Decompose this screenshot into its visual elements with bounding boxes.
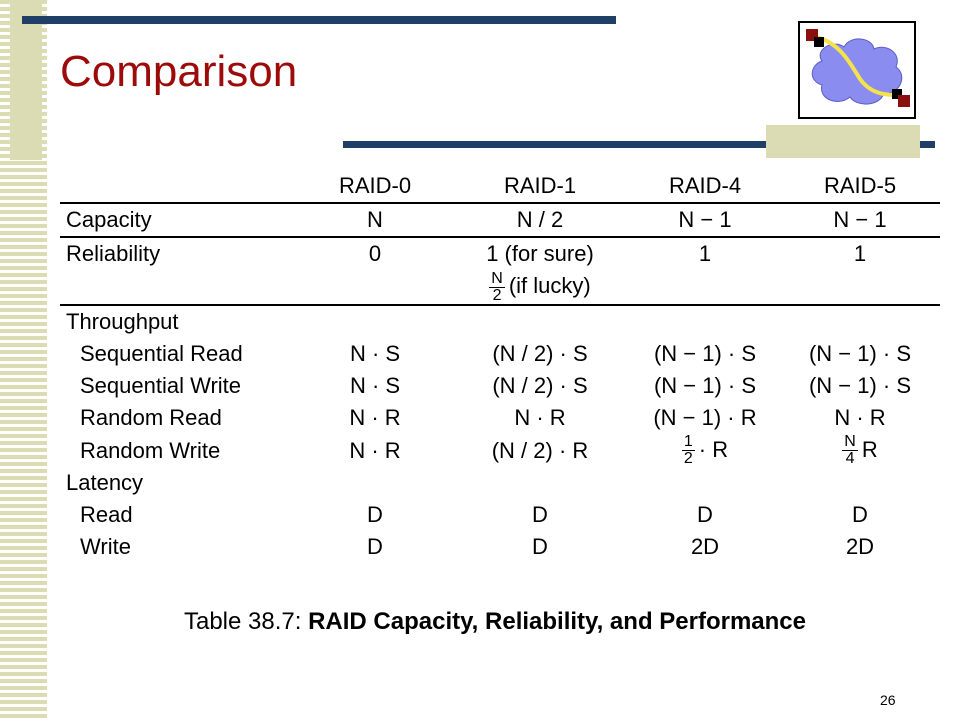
table-cell: 2D <box>845 534 875 560</box>
table-row-latency-write: Write D D 2D 2D <box>60 531 940 563</box>
table-row-latency: Latency <box>60 467 940 499</box>
table-cell: N / 2 <box>450 202 630 237</box>
table-cell: 1 (for sure) <box>450 236 630 270</box>
caption-prefix: Table 38.7: <box>183 608 309 635</box>
caption-title: RAID Capacity, Reliability, and Performa… <box>308 608 806 635</box>
table-cell: (N − 1) · R <box>653 404 757 430</box>
header-empty <box>60 170 300 203</box>
table-header-row: RAID-0 RAID-1 RAID-4 RAID-5 <box>60 170 940 203</box>
table-cell: (N − 1) · S <box>653 372 757 398</box>
table-cell: N <box>300 202 450 237</box>
row-label: Read <box>80 502 133 528</box>
header-raid5: RAID-5 <box>823 173 897 198</box>
table-cell: D <box>697 502 713 528</box>
table-row-random-write: Random Write N · R (N / 2) · R 1 2 · R N… <box>60 434 940 468</box>
table-cell: N 2 (if lucky) <box>489 269 591 304</box>
row-label: Sequential Write <box>80 372 242 398</box>
table-cell: N · S <box>349 372 401 398</box>
table-cell: 1 <box>780 236 940 270</box>
table-cell: 1 <box>630 236 780 270</box>
row-label: Capacity <box>60 202 300 237</box>
table-cell: N · R <box>349 437 401 463</box>
table-row-random-read: Random Read N · R N · R (N − 1) · R N · … <box>60 402 940 434</box>
row-label: Write <box>80 534 131 560</box>
network-cloud-logo <box>798 21 916 119</box>
table-cell: 2D <box>690 534 720 560</box>
table-cell: N · S <box>349 340 401 366</box>
tan-rect-decoration <box>766 125 920 158</box>
table-row-sequential-write: Sequential Write N · S (N / 2) · S (N − … <box>60 370 940 402</box>
table-cell: 0 <box>300 236 450 270</box>
row-label: Reliability <box>60 236 300 270</box>
cloud-icon <box>806 29 910 107</box>
mid-bar-decoration <box>343 141 935 148</box>
slide-title: Comparison <box>60 47 298 96</box>
table-cell: (N / 2) · S <box>492 340 588 366</box>
raid-comparison-table: RAID-0 RAID-1 RAID-4 RAID-5 Capacity N N… <box>60 170 940 563</box>
table-cell: D <box>367 534 383 560</box>
table-row-reliability-extra: N 2 (if lucky) <box>60 270 940 305</box>
table-cell: D <box>367 502 383 528</box>
table-cell: (N − 1) · S <box>653 340 757 366</box>
table-cell: D <box>532 534 548 560</box>
table-cell: (N / 2) · R <box>491 437 589 463</box>
table-caption: Table 38.7: RAID Capacity, Reliability, … <box>0 608 960 636</box>
row-label: Sequential Read <box>80 340 243 366</box>
table-cell: D <box>852 502 868 528</box>
table-cell: (N − 1) · S <box>808 340 912 366</box>
table-cell: 1 2 · R <box>681 433 729 468</box>
table-cell: N 4 R <box>842 433 878 468</box>
table-cell: N · R <box>349 404 401 430</box>
table-cell: N · R <box>514 404 566 430</box>
top-bar-decoration <box>22 16 616 24</box>
header-raid0: RAID-0 <box>338 173 412 198</box>
row-label: Random Read <box>80 404 222 430</box>
table-row-capacity: Capacity N N / 2 N − 1 N − 1 <box>60 202 940 237</box>
table-row-throughput: Throughput <box>60 303 940 338</box>
fraction: 1 2 <box>681 433 695 468</box>
row-label: Latency <box>66 470 144 496</box>
table-cell: N − 1 <box>630 202 780 237</box>
table-cell: N · R <box>834 404 886 430</box>
table-row-reliability: Reliability 0 1 (for sure) 1 1 <box>60 236 940 270</box>
table-cell: (N − 1) · S <box>808 372 912 398</box>
header-raid4: RAID-4 <box>668 173 742 198</box>
row-label: Throughput <box>60 303 300 338</box>
fraction: N 4 <box>842 433 858 468</box>
table-cell: (N / 2) · S <box>492 372 588 398</box>
table-cell: D <box>532 502 548 528</box>
table-cell: N − 1 <box>780 202 940 237</box>
fraction: N 2 <box>489 269 505 304</box>
page-number: 26 <box>880 692 896 708</box>
left-solid-block-decoration <box>10 0 42 160</box>
table-row-latency-read: Read D D D D <box>60 499 940 531</box>
header-raid1: RAID-1 <box>503 173 577 198</box>
table-row-sequential-read: Sequential Read N · S (N / 2) · S (N − 1… <box>60 338 940 370</box>
row-label: Random Write <box>80 437 221 463</box>
